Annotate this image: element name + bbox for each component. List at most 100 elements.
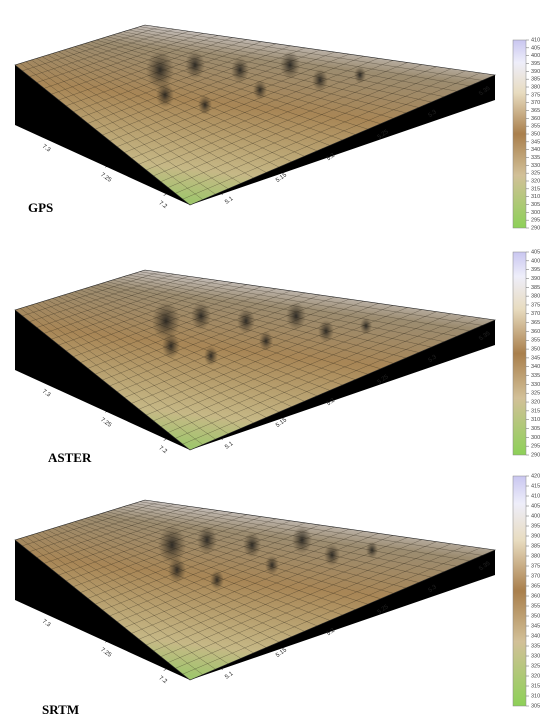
x-tick [474,558,477,562]
colorbar-tick-label: 380 [531,553,540,559]
colorbar-tick-label: 400 [531,258,540,264]
y-tick-label: 7.25 [99,172,113,184]
mesh-line [175,315,466,439]
colorbar-tick-label: 315 [531,408,540,414]
y-tick [105,165,109,168]
colorbar-tick-label: 300 [531,210,540,216]
colorbar-tick-label: 320 [531,399,540,405]
surface-shade [146,50,174,90]
colorbar [512,251,527,456]
colorbar-tick-label: 380 [531,294,540,300]
x-tick [271,415,274,419]
x-tick [423,350,427,354]
x-tick-label: 5.35 [478,330,492,342]
mesh-line [168,313,452,433]
panel: 5.1 5.15 5.2 5.25 5.3 5.35 7.3 7.25 7.2 [14,499,497,685]
x-tick-label: 5.2 [326,152,337,162]
colorbar-tick-label: 355 [531,338,540,344]
mesh-line [128,504,457,567]
colorbar-tick-label: 385 [531,543,540,549]
x-tick-label: 5.25 [377,374,391,386]
colorbar-tick-label: 330 [531,163,540,169]
colorbar-tick-label: 340 [531,633,540,639]
x-tick [474,328,477,332]
colorbar-tick-label: 385 [531,77,540,83]
colorbar-tick-label: 335 [531,373,540,379]
colorbar-tick-label: 300 [531,435,540,441]
colorbar-tick-label: 350 [531,347,540,353]
colorbar-tick-label: 400 [531,53,540,59]
x-tick [220,666,223,671]
colorbar-tick-label: 380 [531,84,540,90]
x-tick [321,623,325,627]
colorbar-tick-label: 295 [531,218,540,224]
y-tick-label: 7.2 [158,675,169,685]
colorbar-tick-label: 395 [531,267,540,273]
y-tick-label: 7.3 [41,619,52,629]
mesh-line [123,276,445,342]
colorbar-tick-label: 315 [531,683,540,689]
colorbar-tick-label: 385 [531,285,540,291]
x-tick-label: 5.15 [275,417,289,429]
y-tick-label: 7.2 [158,445,169,455]
x-tick-label: 5.2 [326,627,337,637]
mesh-line [175,70,466,194]
x-tick [220,191,223,196]
x-tick-label: 5.1 [224,441,235,451]
mesh-line [123,31,445,97]
colorbar-tick-label: 360 [531,329,540,335]
surface-shade [312,68,328,92]
colorbar-tick-label: 325 [531,663,540,669]
colorbar-tick-label: 290 [531,452,540,458]
colorbar-tick-label: 410 [531,493,540,499]
y-tick [105,640,109,643]
colorbar-tick-label: 355 [531,124,540,130]
colorbar-tick-label: 310 [531,693,540,699]
x-tick [321,148,325,152]
colorbar-tick-label: 315 [531,186,540,192]
colorbar-tick-label: 295 [531,444,540,450]
colorbar-tick-label: 390 [531,533,540,539]
surface-shade [158,525,186,565]
colorbar-tick-label: 375 [531,92,540,98]
mesh-line [182,72,481,200]
mesh-line [175,545,466,669]
colorbar-tick-label: 350 [531,613,540,619]
colorbar-tick-label: 345 [531,139,540,145]
colorbar-tick-label: 310 [531,417,540,423]
mesh-line [168,68,452,188]
colorbar-tick-label: 370 [531,100,540,106]
surface-shade [156,82,174,108]
y-tick [105,410,109,413]
mesh-line [128,274,457,337]
surface-shade [237,308,255,334]
surface-shade [204,346,218,366]
mesh-line [182,317,481,445]
colorbar-tick-label: 310 [531,194,540,200]
panel-label: GPS [28,200,53,215]
surface-shade [366,541,378,559]
surface-shade [286,302,306,330]
x-tick [474,83,477,87]
x-tick [423,580,427,584]
colorbar-tick-label: 420 [531,473,540,479]
y-tick [163,668,167,671]
mesh-line [139,501,483,556]
mesh-line [134,28,470,87]
colorbar-tick-label: 305 [531,202,540,208]
colorbar-tick-label: 405 [531,249,540,255]
colorbar-tick-label: 405 [531,45,540,51]
panel: 5.1 5.15 5.2 5.25 5.3 5.35 7.3 7.25 7.2 [14,269,497,455]
panel-label: ASTER [48,450,92,465]
colorbar-tick-label: 370 [531,573,540,579]
colorbar-tick-label: 320 [531,178,540,184]
x-tick-label: 5.1 [224,196,235,206]
colorbar-tick-label: 415 [531,483,540,489]
y-tick-label: 7.3 [41,144,52,154]
x-tick-label: 5.25 [377,604,391,616]
mesh-line [139,26,483,81]
x-tick-label: 5.2 [326,397,337,407]
colorbar-tick-label: 340 [531,147,540,153]
x-tick [372,601,376,606]
colorbar-tick-label: 395 [531,61,540,67]
